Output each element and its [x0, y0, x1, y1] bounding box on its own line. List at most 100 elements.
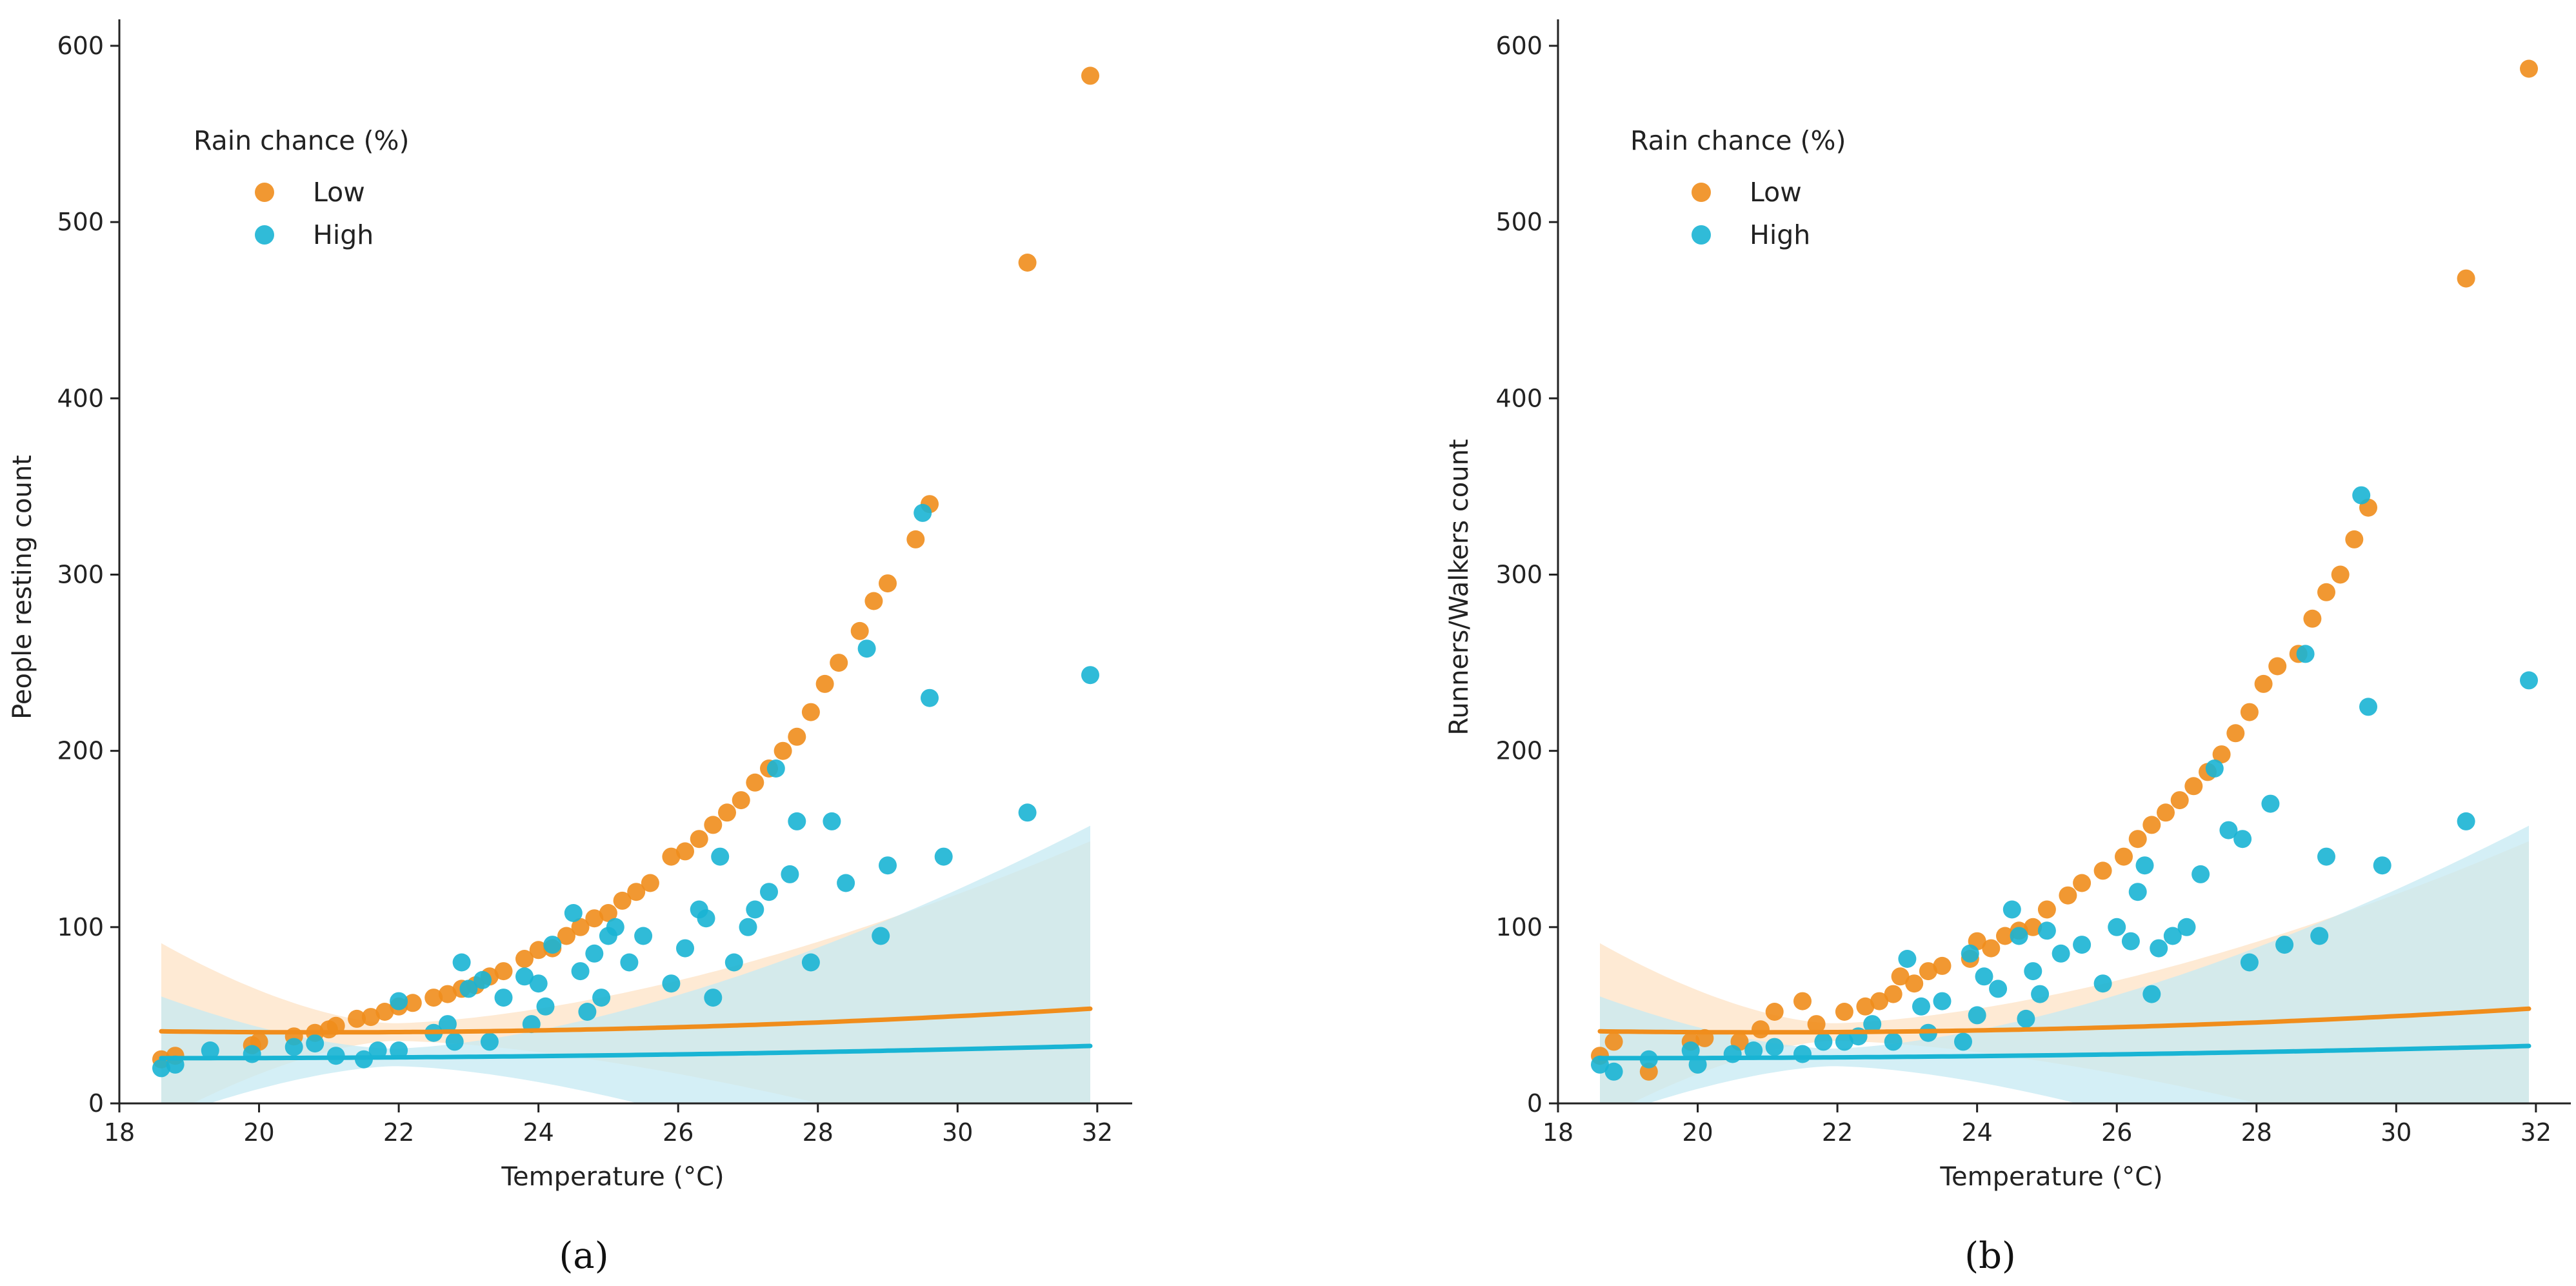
legend-marker-low	[1692, 183, 1711, 202]
data-point-high	[285, 1038, 303, 1056]
data-point-high	[2192, 865, 2210, 883]
panel-label: (b)	[1964, 1235, 2016, 1277]
y-tick-label: 500	[1495, 208, 1543, 236]
data-point-high	[529, 974, 548, 993]
data-point-high	[2205, 759, 2224, 778]
data-point-high	[445, 1032, 464, 1051]
data-point-low	[494, 962, 513, 981]
data-point-high	[438, 1015, 457, 1034]
data-point-high	[2128, 883, 2147, 901]
data-point-high	[306, 1034, 324, 1053]
y-tick-label: 600	[57, 32, 104, 60]
panel-label: (a)	[559, 1235, 608, 1277]
data-point-low	[2073, 874, 2092, 892]
x-tick-label: 28	[803, 1118, 834, 1147]
data-point-high	[536, 997, 555, 1016]
data-point-high	[2310, 927, 2329, 945]
data-point-high	[2073, 936, 2092, 954]
y-tick-label: 600	[1495, 32, 1543, 60]
y-tick-label: 400	[1495, 384, 1543, 412]
legend-title: Rain chance (%)	[194, 125, 410, 156]
data-point-high	[711, 847, 730, 866]
data-point-high	[620, 953, 639, 972]
data-point-high	[739, 918, 757, 936]
data-point-low	[2268, 657, 2287, 676]
data-point-high	[2177, 918, 2196, 936]
legend-marker-high	[1692, 225, 1711, 245]
data-point-high	[921, 688, 939, 707]
data-point-high	[2017, 1009, 2035, 1028]
data-point-low	[815, 674, 834, 693]
data-point-high	[1954, 1032, 1972, 1051]
data-point-high	[1933, 992, 1952, 1010]
x-tick-label: 28	[2241, 1118, 2272, 1147]
x-tick-label: 26	[663, 1118, 694, 1147]
y-tick-label: 0	[88, 1089, 104, 1118]
data-point-high	[1863, 1015, 1882, 1034]
data-point-low	[704, 816, 723, 834]
x-axis-label: Temperature (°C)	[1939, 1162, 2162, 1192]
data-point-low	[375, 1003, 394, 1021]
data-point-low	[529, 941, 548, 959]
data-point-low	[801, 703, 820, 721]
data-point-high	[152, 1059, 170, 1078]
data-point-high	[1912, 997, 1930, 1016]
data-point-low	[2157, 803, 2175, 822]
data-point-high	[459, 980, 478, 998]
data-point-low	[613, 891, 632, 910]
x-tick-label: 30	[2381, 1118, 2411, 1147]
data-point-high	[368, 1041, 387, 1060]
data-point-high	[564, 904, 583, 922]
data-point-high	[697, 909, 715, 928]
data-point-low	[424, 989, 443, 1007]
data-point-high	[1681, 1041, 1700, 1060]
data-point-high	[2037, 921, 2056, 940]
fit-line-low	[1597, 1006, 2531, 1035]
fit-line-high	[159, 1043, 1093, 1061]
x-tick-label: 20	[1682, 1118, 1713, 1147]
x-tick-label: 24	[523, 1118, 554, 1147]
data-point-high	[724, 953, 743, 972]
data-point-low	[403, 994, 422, 1012]
data-point-low	[850, 621, 869, 640]
data-point-low	[2240, 703, 2259, 721]
data-point-high	[474, 970, 492, 989]
data-point-low	[1933, 956, 1952, 975]
data-point-high	[1835, 1032, 1853, 1051]
data-point-high	[2150, 939, 2168, 958]
data-point-low	[1870, 992, 1889, 1010]
y-axis-label: People resting count	[8, 455, 37, 719]
data-point-high	[1975, 967, 1993, 986]
data-point-high	[2108, 918, 2126, 936]
data-point-high	[1765, 1038, 1784, 1056]
data-point-high	[1814, 1032, 1833, 1051]
data-point-high	[585, 944, 604, 963]
data-point-low	[2303, 609, 2322, 628]
data-point-high	[2002, 900, 2021, 919]
y-tick-label: 200	[1495, 737, 1543, 765]
data-point-high	[914, 503, 932, 522]
data-point-high	[452, 953, 471, 972]
data-point-low	[906, 530, 925, 548]
data-point-low	[2331, 565, 2350, 584]
y-tick-label: 400	[57, 384, 104, 412]
data-point-low	[1752, 1020, 1770, 1039]
panel-a: 18 20 22 24 26 28 30 32 0 100 200 300 400 500 600 Tempe…	[8, 19, 1132, 1277]
data-point-high	[2520, 671, 2538, 690]
data-point-high	[2233, 830, 2252, 849]
confidence-band-high	[1600, 825, 2529, 1103]
data-point-low	[2226, 724, 2245, 743]
data-point-high	[1989, 980, 2008, 998]
data-point-high	[543, 936, 562, 954]
data-point-low	[1081, 66, 1099, 85]
data-point-low	[830, 654, 848, 672]
data-point-high	[2031, 985, 2050, 1003]
data-point-low	[361, 1008, 380, 1027]
data-point-high	[1081, 666, 1099, 685]
data-point-low	[2093, 861, 2112, 880]
data-point-low	[718, 803, 736, 822]
data-point-high	[788, 812, 806, 830]
data-point-high	[1884, 1032, 1902, 1051]
data-point-high	[2135, 856, 2154, 875]
data-point-low	[732, 791, 750, 810]
